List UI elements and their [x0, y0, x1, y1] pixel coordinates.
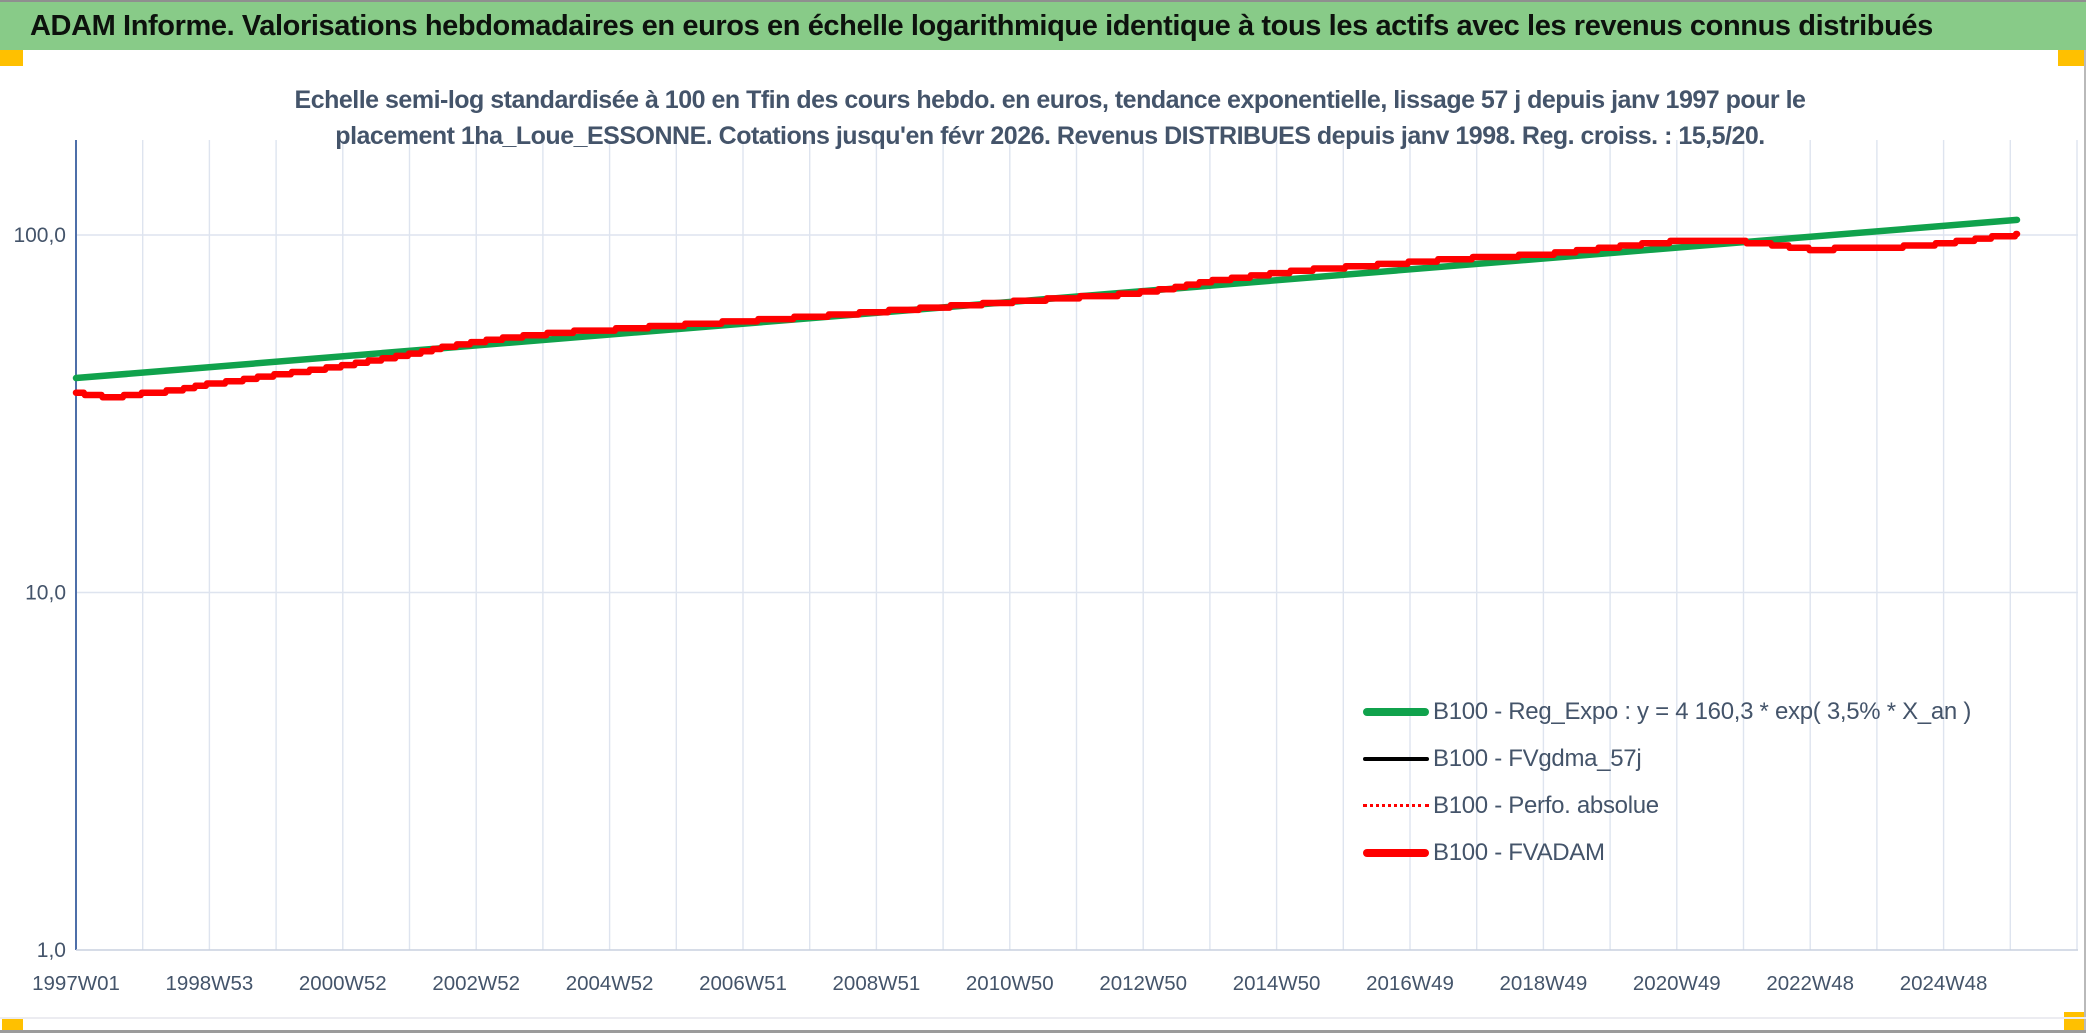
- x-tick-label: 1998W53: [166, 972, 254, 995]
- x-tick-label: 2022W48: [1766, 972, 1854, 995]
- legend-line-swatch-dotted-red: [1363, 804, 1429, 807]
- y-tick-label: 100,0: [13, 224, 66, 247]
- x-tick-label: 2000W52: [299, 972, 387, 995]
- x-tick-label: 2020W49: [1633, 972, 1721, 995]
- series-fvgdma-line[interactable]: [76, 232, 2018, 399]
- x-tick-label: 2004W52: [566, 972, 654, 995]
- legend-label: B100 - Reg_Expo : y = 4 160,3 * exp( 3,5…: [1433, 697, 1972, 725]
- chart-title-line1: Echelle semi-log standardisée à 100 en T…: [294, 86, 1806, 114]
- legend-label: B100 - Perfo. absolue: [1433, 791, 1659, 819]
- x-tick-label: 2008W51: [833, 972, 921, 995]
- y-tick-label: 10,0: [25, 582, 66, 605]
- legend-line-swatch-black: [1363, 756, 1429, 761]
- x-tick-label: 2006W51: [699, 972, 787, 995]
- legend-item-reg-expo[interactable]: B100 - Reg_Expo : y = 4 160,3 * exp( 3,5…: [1363, 688, 1971, 735]
- x-tick-label: 2002W52: [432, 972, 520, 995]
- series-fvadam-line[interactable]: [72, 230, 2021, 401]
- chart-plot-area[interactable]: 1997W01 1998W53 2000W52 2002W52 2004W52 2006W…: [0, 50, 2086, 1010]
- legend-line-swatch-green: [1363, 707, 1429, 716]
- legend-item-perfo-absolue[interactable]: B100 - Perfo. absolue: [1363, 782, 1971, 829]
- window-top-border: [0, 0, 2086, 2]
- window-bottom-border: [0, 1030, 2086, 1033]
- x-tick-label: 2024W48: [1900, 972, 1988, 995]
- x-tick-label: 2012W50: [1099, 972, 1187, 995]
- chart-title: Echelle semi-log standardisée à 100 en T…: [150, 82, 1950, 154]
- series-perfo-absolue-line[interactable]: [76, 233, 2018, 399]
- header-bar: ADAM Informe. Valorisations hebdomadaire…: [0, 2, 2086, 50]
- corner-marker-bottom-left: [2, 1019, 23, 1033]
- corner-marker-top-right: [2058, 50, 2084, 66]
- y-tick-label: 1,0: [37, 939, 66, 962]
- legend-label: B100 - FVgdma_57j: [1433, 744, 1642, 772]
- chart-legend: B100 - Reg_Expo : y = 4 160,3 * exp( 3,5…: [1363, 688, 1971, 876]
- footer-divider-line: [0, 1017, 2086, 1019]
- legend-item-fvadam[interactable]: B100 - FVADAM: [1363, 829, 1971, 876]
- legend-item-fvgdma[interactable]: B100 - FVgdma_57j: [1363, 735, 1971, 782]
- x-tick-label: 1997W01: [32, 972, 120, 995]
- page-title: ADAM Informe. Valorisations hebdomadaire…: [30, 9, 1933, 42]
- right-edge-border: [2084, 50, 2086, 1033]
- legend-line-swatch-red: [1363, 848, 1429, 857]
- legend-label: B100 - FVADAM: [1433, 838, 1605, 866]
- chart-title-line2: placement 1ha_Loue_ESSONNE. Cotations ju…: [335, 122, 1765, 150]
- corner-marker-top-left: [0, 50, 23, 66]
- x-tick-label: 2018W49: [1500, 972, 1588, 995]
- x-tick-label: 2016W49: [1366, 972, 1454, 995]
- x-tick-label: 2010W50: [966, 972, 1054, 995]
- x-tick-label: 2014W50: [1233, 972, 1321, 995]
